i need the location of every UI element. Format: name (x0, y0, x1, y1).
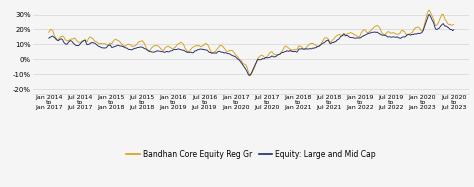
Legend: Bandhan Core Equity Reg Gr, Equity: Large and Mid Cap: Bandhan Core Equity Reg Gr, Equity: Larg… (123, 147, 379, 162)
